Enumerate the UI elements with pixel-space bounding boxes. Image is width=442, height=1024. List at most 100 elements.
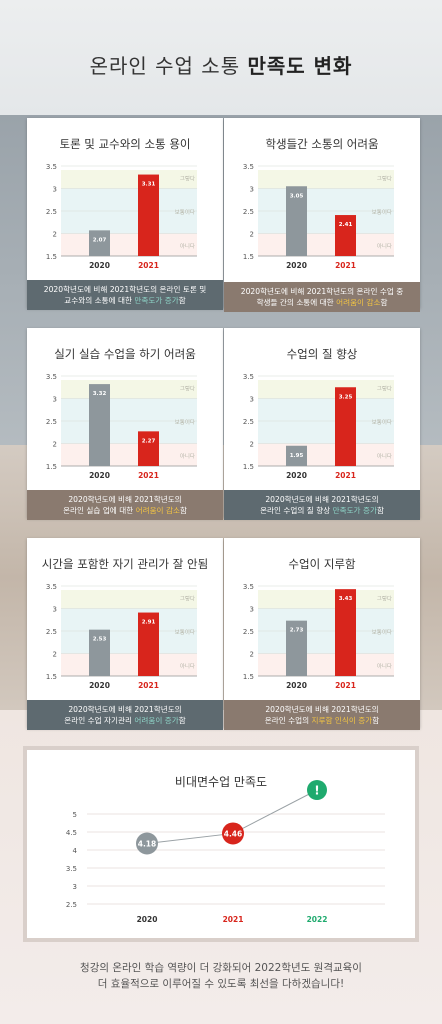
x-category-label: 2021 [223, 915, 244, 924]
band-agree [258, 590, 394, 609]
bar-2021 [335, 387, 356, 466]
chart-card-2: 학생들간 소통의 어려움 1.5 2 2.5 3 3.5 그렇다 보통이다 아니다 3.05 202… [224, 118, 420, 308]
data-point-label: ! [314, 784, 319, 798]
chart-title: 수업이 지루함 [288, 557, 356, 571]
y-tick-label: 5 [73, 811, 77, 819]
caption-highlight: 어려움이 증가 [134, 716, 179, 725]
y-tick-label: 2.5 [243, 628, 254, 636]
y-tick-label: 2 [250, 651, 254, 659]
bar-value-label: 3.05 [290, 193, 304, 199]
band-label: 그렇다 [377, 174, 392, 182]
footer-line-2: 더 효율적으로 이루어질 수 있도록 최선을 다하겠습니다! [97, 978, 345, 990]
band-agree [61, 590, 197, 609]
caption-highlight: 만족도가 증가 [332, 506, 377, 515]
caption-highlight: 만족도가 증가 [134, 296, 179, 305]
caption-line-2: 온라인 수업의 지루함 인식이 증가함 [224, 715, 420, 726]
bar-2021 [335, 589, 356, 676]
bar-value-label: 2.91 [142, 620, 156, 626]
band-label: 그렇다 [180, 384, 195, 392]
bar-2020 [286, 445, 307, 466]
caption-text: 함 [179, 506, 187, 515]
band-agree [61, 170, 197, 189]
y-tick-label: 2.5 [243, 208, 254, 216]
caption-text: 교수와의 소통에 대한 [64, 296, 135, 305]
bar-value-label: 3.25 [339, 394, 353, 400]
band-label: 아니다 [377, 662, 392, 670]
chart-card-6: 수업이 지루함 1.5 2 2.5 3 3.5 그렇다 보통이다 아니다 2.73 2020 3.43… [224, 538, 420, 728]
satisfaction-line-chart: 비대면수업 만족도 2.5 3 3.5 4 4.5 5 4.18 2020 4.46 2021! 20… [66, 775, 385, 924]
band-disagree [258, 443, 394, 466]
y-tick-label: 2 [53, 651, 57, 659]
chart-caption-2: 2020학년도에 비해 2021학년도의 온라인 수업 중 학생들 간의 소통에 … [224, 282, 420, 312]
band-disagree [61, 653, 197, 676]
page-title-bold: 만족도 변화 [247, 54, 353, 78]
y-tick-label: 2.5 [46, 208, 57, 216]
band-label: 보통이다 [372, 418, 392, 426]
band-label: 보통이다 [175, 628, 195, 636]
chart-title: 학생들간 소통의 어려움 [265, 137, 379, 151]
chart-title: 실기 실습 수업을 하기 어려움 [54, 347, 196, 361]
band-label: 그렇다 [377, 384, 392, 392]
chart-card-3: 실기 실습 수업을 하기 어려움 1.5 2 2.5 3 3.5 그렇다 보통이다 아니다 3.3… [27, 328, 223, 518]
y-tick-label: 1.5 [243, 253, 254, 261]
caption-text: 함 [178, 716, 186, 725]
y-tick-label: 3.5 [66, 865, 77, 873]
x-category-label: 2022 [307, 915, 328, 924]
page-title: 온라인 수업 소통 만족도 변화 [0, 50, 442, 79]
y-tick-label: 3 [250, 186, 254, 194]
y-tick-label: 2.5 [66, 901, 77, 909]
y-tick-label: 2.5 [46, 628, 57, 636]
bar-2020 [286, 186, 307, 256]
x-category-label: 2020 [89, 471, 110, 480]
caption-text: 온라인 실습 업에 대한 [63, 506, 136, 515]
data-point-2022 [307, 780, 327, 800]
satisfaction-line-chart-card: 비대면수업 만족도 2.5 3 3.5 4 4.5 5 4.18 2020 4.46 2021! 20… [27, 750, 415, 938]
chart-card-5: 시간을 포함한 자기 관리가 잘 안됨 1.5 2 2.5 3 3.5 그렇다 보통이다 아니다… [27, 538, 223, 728]
y-tick-label: 3.5 [243, 583, 254, 591]
y-tick-label: 3.5 [243, 163, 254, 171]
band-label: 아니다 [180, 662, 195, 670]
y-tick-label: 4 [73, 847, 78, 855]
chart-card-1: 토론 및 교수와의 소통 용이 1.5 2 2.5 3 3.5 그렇다 보통이다 아니다 2.07… [27, 118, 223, 308]
x-category-label: 2021 [335, 261, 356, 270]
band-agree [258, 380, 394, 399]
footer-message: 청강의 온라인 학습 역량이 더 강화되어 2022학년도 원격교육이 더 효율… [0, 960, 442, 992]
bar-value-label: 2.73 [290, 628, 304, 634]
y-tick-label: 2 [53, 231, 57, 239]
y-tick-label: 1.5 [243, 673, 254, 681]
x-category-label: 2020 [286, 681, 307, 690]
background-top [0, 0, 442, 115]
chart-title: 시간을 포함한 자기 관리가 잘 안됨 [41, 557, 209, 571]
caption-line-2: 온라인 수업 자기관리 어려움이 증가함 [27, 715, 223, 726]
bar-2021 [138, 431, 159, 466]
y-tick-label: 1.5 [243, 463, 254, 471]
bar-value-label: 3.32 [93, 391, 107, 397]
x-category-label: 2020 [89, 261, 110, 270]
band-agree [61, 380, 197, 399]
y-tick-label: 3 [250, 606, 254, 614]
bar-2021 [138, 612, 159, 676]
bar-value-label: 2.07 [93, 237, 107, 243]
caption-line-1: 2020학년도에 비해 2021학년도의 온라인 토론 및 [43, 285, 207, 294]
y-tick-label: 1.5 [46, 463, 57, 471]
y-tick-label: 1.5 [46, 673, 57, 681]
caption-highlight: 어려움이 감소 [336, 298, 381, 307]
band-label: 그렇다 [180, 594, 195, 602]
chart-caption-4: 2020학년도에 비해 2021학년도의 온라인 수업의 질 향상 만족도가 증가… [224, 490, 420, 520]
y-tick-label: 2.5 [243, 418, 254, 426]
caption-line-2: 온라인 수업의 질 향상 만족도가 증가함 [224, 505, 420, 516]
caption-highlight: 어려움이 감소 [135, 506, 180, 515]
caption-text: 함 [376, 506, 384, 515]
band-disagree [61, 443, 197, 466]
bar-value-label: 1.95 [290, 453, 304, 459]
caption-text: 학생들 간의 소통에 대한 [256, 298, 337, 307]
x-category-label: 2021 [138, 681, 159, 690]
caption-text: 함 [372, 716, 380, 725]
chart-card-4: 수업의 질 향상 1.5 2 2.5 3 3.5 그렇다 보통이다 아니다 1.95 2020 3.2… [224, 328, 420, 518]
caption-text: 함 [178, 296, 186, 305]
